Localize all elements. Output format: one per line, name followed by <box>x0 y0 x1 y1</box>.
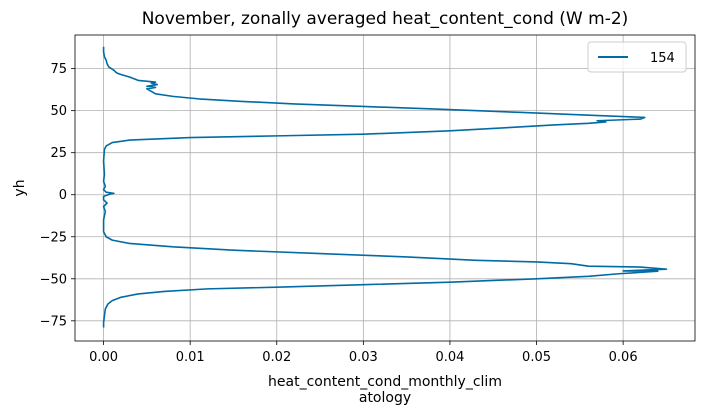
y-tick-label: 0 <box>59 188 67 203</box>
chart-title: November, zonally averaged heat_content_… <box>142 9 629 29</box>
y-tick-label: −50 <box>40 272 67 287</box>
y-tick-label: 50 <box>50 104 67 119</box>
grid <box>75 35 695 341</box>
x-tick-label: 0.04 <box>435 350 464 365</box>
plot-frame <box>74 34 696 342</box>
ticks: 0.00 0.01 0.02 0.03 0.04 0.05 0.06 −75 −50 −25 0 25… <box>40 62 638 365</box>
x-tick-label: 0.00 <box>89 350 118 365</box>
legend-label-154: 154 <box>650 51 675 66</box>
x-tick-label: 0.06 <box>609 350 638 365</box>
x-axis-label-line-1: heat_content_cond_monthly_clim <box>268 374 502 390</box>
x-tick-label: 0.03 <box>349 350 378 365</box>
series-layer <box>102 46 668 328</box>
series-line-154 <box>102 46 668 328</box>
legend-box <box>587 41 687 73</box>
x-tick-label: 0.02 <box>262 350 291 365</box>
x-tick-label: 0.01 <box>176 350 205 365</box>
y-tick-label: −75 <box>40 314 67 329</box>
x-axis-label-line-2: atology <box>359 390 411 406</box>
legend: 154 <box>587 41 687 73</box>
y-tick-label: 75 <box>50 62 67 77</box>
y-axis-label: yh <box>12 179 28 196</box>
y-tick-label: −25 <box>40 230 67 245</box>
y-tick-label: 25 <box>50 146 67 161</box>
x-tick-label: 0.05 <box>522 350 551 365</box>
